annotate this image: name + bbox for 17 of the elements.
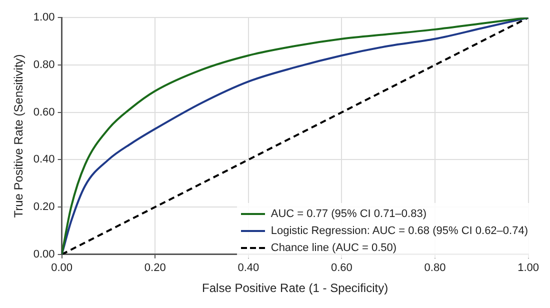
x-tick-label: 0.80 xyxy=(424,262,446,274)
y-tick-label: 0.00 xyxy=(33,248,55,260)
y-tick-label: 1.00 xyxy=(33,12,55,24)
y-tick-label: 0.60 xyxy=(33,106,55,118)
x-tick-label: 0.40 xyxy=(238,262,260,274)
x-tick-label: 0.00 xyxy=(51,262,73,274)
legend-label: Logistic Regression: AUC = 0.68 (95% CI 0.62–0.74) xyxy=(270,224,528,236)
y-tick-label: 0.80 xyxy=(33,58,55,71)
legend-label: Chance line (AUC = 0.50) xyxy=(270,242,397,254)
x-tick-label: 0.60 xyxy=(330,262,352,274)
y-tick-label: 0.20 xyxy=(33,201,55,214)
legend-label: AUC = 0.77 (95% CI 0.71–0.83) xyxy=(270,208,426,220)
y-axis-title: True Positive Rate (Sensitivity) xyxy=(12,54,26,218)
x-tick-label: 1.00 xyxy=(518,262,540,274)
x-tick-label: 0.20 xyxy=(144,262,166,274)
x-axis-title: False Positive Rate (1 - Specificity) xyxy=(202,281,388,296)
y-tick-label: 0.40 xyxy=(33,154,55,166)
